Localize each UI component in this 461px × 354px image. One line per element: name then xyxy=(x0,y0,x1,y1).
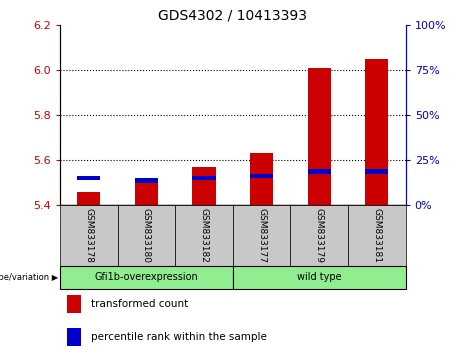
Text: GSM833182: GSM833182 xyxy=(200,208,208,263)
Bar xyxy=(193,167,216,205)
Bar xyxy=(233,205,290,266)
Bar xyxy=(67,295,81,313)
Bar xyxy=(365,169,388,174)
Text: Gfi1b-overexpression: Gfi1b-overexpression xyxy=(95,272,198,282)
Bar xyxy=(135,183,158,205)
Bar xyxy=(250,174,273,178)
Title: GDS4302 / 10413393: GDS4302 / 10413393 xyxy=(158,8,307,22)
Text: genotype/variation ▶: genotype/variation ▶ xyxy=(0,273,59,281)
Bar xyxy=(60,266,233,289)
Bar xyxy=(175,205,233,266)
Bar xyxy=(250,153,273,205)
Bar xyxy=(77,192,100,205)
Text: transformed count: transformed count xyxy=(91,299,188,309)
Bar xyxy=(308,169,331,174)
Text: GSM833180: GSM833180 xyxy=(142,208,151,263)
Bar xyxy=(118,205,175,266)
Bar xyxy=(60,205,118,266)
Bar xyxy=(77,176,100,181)
Bar xyxy=(348,205,406,266)
Text: GSM833178: GSM833178 xyxy=(84,208,93,263)
Bar xyxy=(365,59,388,205)
Bar xyxy=(193,176,216,181)
Text: percentile rank within the sample: percentile rank within the sample xyxy=(91,332,267,342)
Bar xyxy=(135,178,158,183)
Text: GSM833177: GSM833177 xyxy=(257,208,266,263)
Text: wild type: wild type xyxy=(297,272,342,282)
Bar xyxy=(67,328,81,346)
Text: GSM833179: GSM833179 xyxy=(315,208,324,263)
Bar xyxy=(290,205,348,266)
Bar xyxy=(308,68,331,205)
Bar xyxy=(233,266,406,289)
Text: GSM833181: GSM833181 xyxy=(372,208,381,263)
